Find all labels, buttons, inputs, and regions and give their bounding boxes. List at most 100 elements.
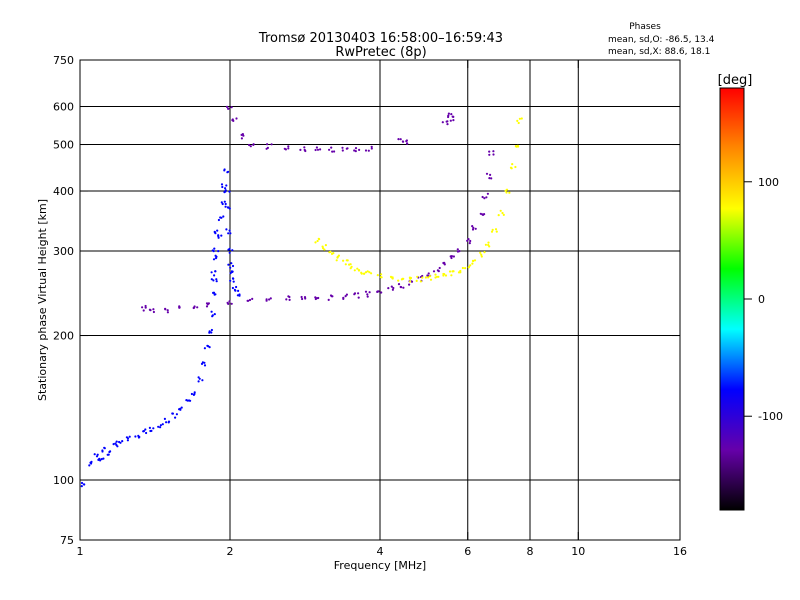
data-point [370, 272, 373, 275]
data-point [370, 145, 373, 148]
data-point [89, 461, 92, 464]
data-point [360, 271, 363, 274]
data-point [224, 202, 227, 206]
data-point [229, 266, 232, 269]
data-point [232, 280, 235, 283]
data-point [211, 249, 214, 252]
data-point [357, 269, 361, 272]
data-point [452, 119, 455, 122]
data-point [109, 450, 112, 453]
data-point [324, 244, 327, 247]
data-point [179, 407, 182, 410]
data-point [220, 201, 223, 204]
data-point [432, 270, 436, 273]
data-point [505, 191, 508, 194]
data-point [367, 149, 370, 152]
tick-layer: 1 2 4 6 8 10 16 75 100 200 300 400 500 600 750 [53, 54, 687, 558]
data-point [210, 310, 213, 313]
data-point [469, 239, 472, 243]
data-point [213, 274, 216, 277]
data-point [300, 295, 303, 299]
data-point [321, 245, 324, 248]
colorbar-tick-label: 0 [758, 293, 765, 306]
data-point [323, 248, 326, 251]
data-point [252, 143, 255, 146]
data-point [504, 189, 507, 192]
x-tick-label: 2 [227, 545, 234, 558]
data-point [224, 205, 227, 208]
data-point [318, 238, 321, 241]
data-point [142, 309, 145, 312]
data-point [149, 309, 152, 312]
data-point [102, 457, 105, 460]
data-point [126, 439, 129, 442]
data-point [443, 273, 446, 276]
y-tick-label: 300 [53, 245, 74, 258]
colorbar-label: [deg] [718, 73, 753, 88]
y-tick-label: 500 [53, 139, 74, 152]
data-point [346, 147, 349, 150]
data-point [227, 248, 230, 251]
data-point [380, 276, 383, 279]
data-point [234, 289, 237, 292]
data-point [148, 426, 151, 429]
data-point [228, 190, 231, 193]
data-point [99, 459, 102, 462]
data-point [331, 150, 334, 153]
data-point [303, 296, 307, 299]
data-point [471, 262, 474, 265]
data-point [269, 297, 272, 300]
data-point [175, 413, 178, 416]
data-point [410, 280, 414, 283]
data-point [128, 435, 131, 438]
data-point [230, 262, 233, 265]
data-point [461, 266, 464, 270]
data-point [364, 149, 368, 152]
stats-title: Phases [629, 22, 661, 32]
data-point [214, 293, 217, 296]
data-point [474, 227, 477, 230]
data-point [368, 291, 371, 294]
data-point [178, 306, 181, 309]
data-point [231, 286, 234, 290]
data-point [441, 121, 444, 124]
data-point [201, 379, 204, 382]
data-point [490, 230, 494, 233]
data-point [508, 191, 511, 194]
data-point [481, 213, 484, 216]
data-point [402, 286, 405, 289]
x-tick-label: 16 [673, 545, 687, 558]
data-point [471, 228, 475, 231]
data-point [452, 255, 455, 258]
data-point [516, 144, 520, 147]
data-point [214, 257, 218, 260]
data-point [144, 304, 147, 308]
data-point [397, 279, 400, 282]
data-point [427, 272, 430, 275]
data-point [288, 298, 291, 301]
data-point [121, 440, 124, 443]
data-point [167, 421, 170, 424]
data-point [220, 183, 224, 186]
data-point [192, 306, 196, 309]
data-point [144, 428, 147, 431]
data-point [231, 264, 235, 268]
data-point [208, 346, 211, 349]
x-tick-label: 8 [527, 545, 534, 558]
data-point [171, 412, 174, 415]
data-point [409, 277, 412, 280]
data-point [141, 306, 144, 309]
data-point [510, 167, 513, 170]
y-tick-label: 75 [60, 534, 74, 547]
data-point [144, 306, 147, 309]
data-point [221, 202, 224, 206]
data-point [366, 293, 369, 296]
data-point [444, 274, 448, 277]
data-point [224, 189, 227, 192]
y-tick-label: 600 [53, 101, 74, 114]
data-point [409, 280, 412, 283]
data-point [353, 293, 356, 296]
data-point [447, 115, 450, 119]
data-point [356, 267, 359, 270]
data-point [213, 247, 216, 250]
